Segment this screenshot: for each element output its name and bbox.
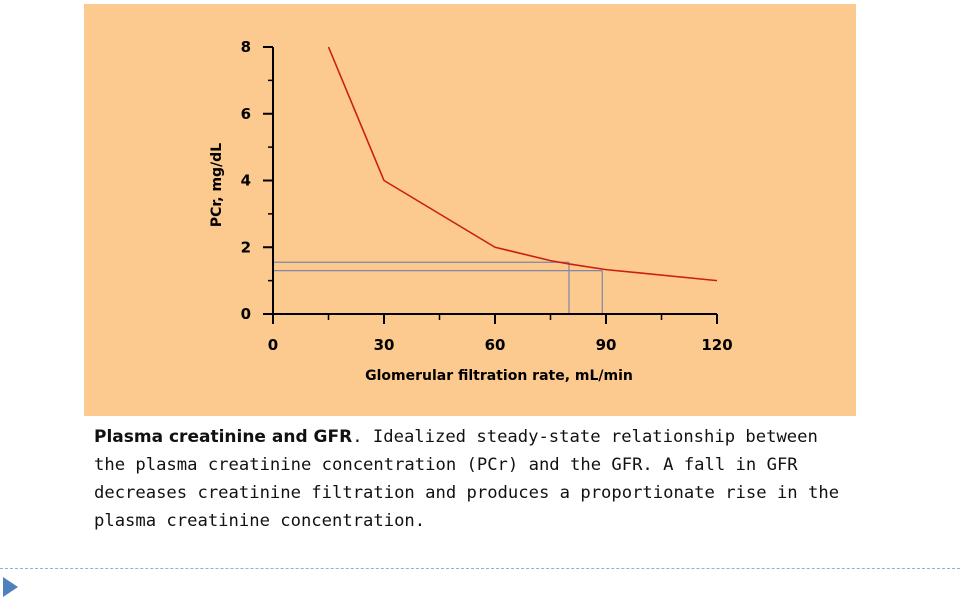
y-tick-label: 4: [241, 172, 251, 190]
x-axis-title: Glomerular filtration rate, mL/min: [365, 368, 633, 384]
y-tick-label: 6: [241, 105, 251, 123]
creatinine-gfr-chart: 0 2 4 6 8 0 30 60 90 120 Glomerular filtration ra…: [209, 38, 733, 384]
x-tick-label: 120: [701, 336, 732, 354]
caption-text: . Idealized steady-state relationship be…: [94, 427, 840, 531]
x-tick-label: 30: [374, 336, 395, 354]
y-axis-title: PCr, mg/dL: [209, 143, 225, 227]
slide-footer: [0, 567, 960, 602]
figure-caption: Plasma creatinine and GFR. Idealized ste…: [94, 423, 854, 535]
y-tick-label: 8: [241, 38, 251, 56]
x-tick-label: 60: [485, 336, 506, 354]
caption-title: Plasma creatinine and GFR: [94, 427, 353, 447]
footer-divider: [0, 568, 960, 569]
y-tick-label: 2: [241, 238, 251, 256]
chart-panel: 0 2 4 6 8 0 30 60 90 120 Glomerular filtration ra…: [84, 4, 856, 416]
y-tick-label: 0: [241, 305, 251, 323]
play-arrow-icon[interactable]: [3, 577, 18, 597]
x-tick-label: 90: [596, 336, 617, 354]
x-tick-label: 0: [268, 336, 278, 354]
pcr-gfr-curve: [327, 46, 718, 282]
